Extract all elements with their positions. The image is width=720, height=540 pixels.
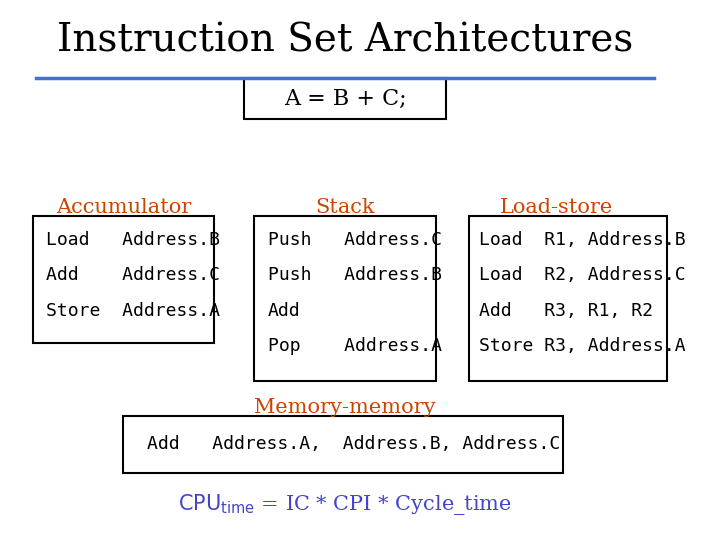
Text: Stack: Stack [315, 198, 375, 218]
FancyBboxPatch shape [32, 216, 214, 343]
Text: Store  Address.A: Store Address.A [46, 301, 220, 320]
Text: Add   Address.A,  Address.B, Address.C: Add Address.A, Address.B, Address.C [147, 435, 560, 453]
Text: Push   Address.B: Push Address.B [268, 266, 441, 285]
Text: Memory-memory: Memory-memory [254, 398, 436, 417]
Text: Load  R2, Address.C: Load R2, Address.C [480, 266, 686, 285]
Text: Accumulator: Accumulator [55, 198, 191, 218]
FancyBboxPatch shape [123, 416, 563, 472]
Text: Load  R1, Address.B: Load R1, Address.B [480, 231, 686, 249]
FancyBboxPatch shape [469, 216, 667, 381]
Text: Add: Add [268, 301, 300, 320]
Text: A = B + C;: A = B + C; [284, 87, 406, 110]
Text: Add    Address.C: Add Address.C [46, 266, 220, 285]
Text: Store R3, Address.A: Store R3, Address.A [480, 336, 686, 355]
Text: Add   R3, R1, R2: Add R3, R1, R2 [480, 301, 653, 320]
FancyBboxPatch shape [244, 78, 446, 119]
FancyBboxPatch shape [254, 216, 436, 381]
Text: $\mathrm{CPU_{time}}$ = IC * CPI * Cycle_time: $\mathrm{CPU_{time}}$ = IC * CPI * Cycle… [178, 492, 512, 517]
Text: Load   Address.B: Load Address.B [46, 231, 220, 249]
Text: Load-store: Load-store [500, 198, 613, 218]
Text: Pop    Address.A: Pop Address.A [268, 336, 441, 355]
Text: Instruction Set Architectures: Instruction Set Architectures [57, 22, 633, 59]
Text: Push   Address.C: Push Address.C [268, 231, 441, 249]
